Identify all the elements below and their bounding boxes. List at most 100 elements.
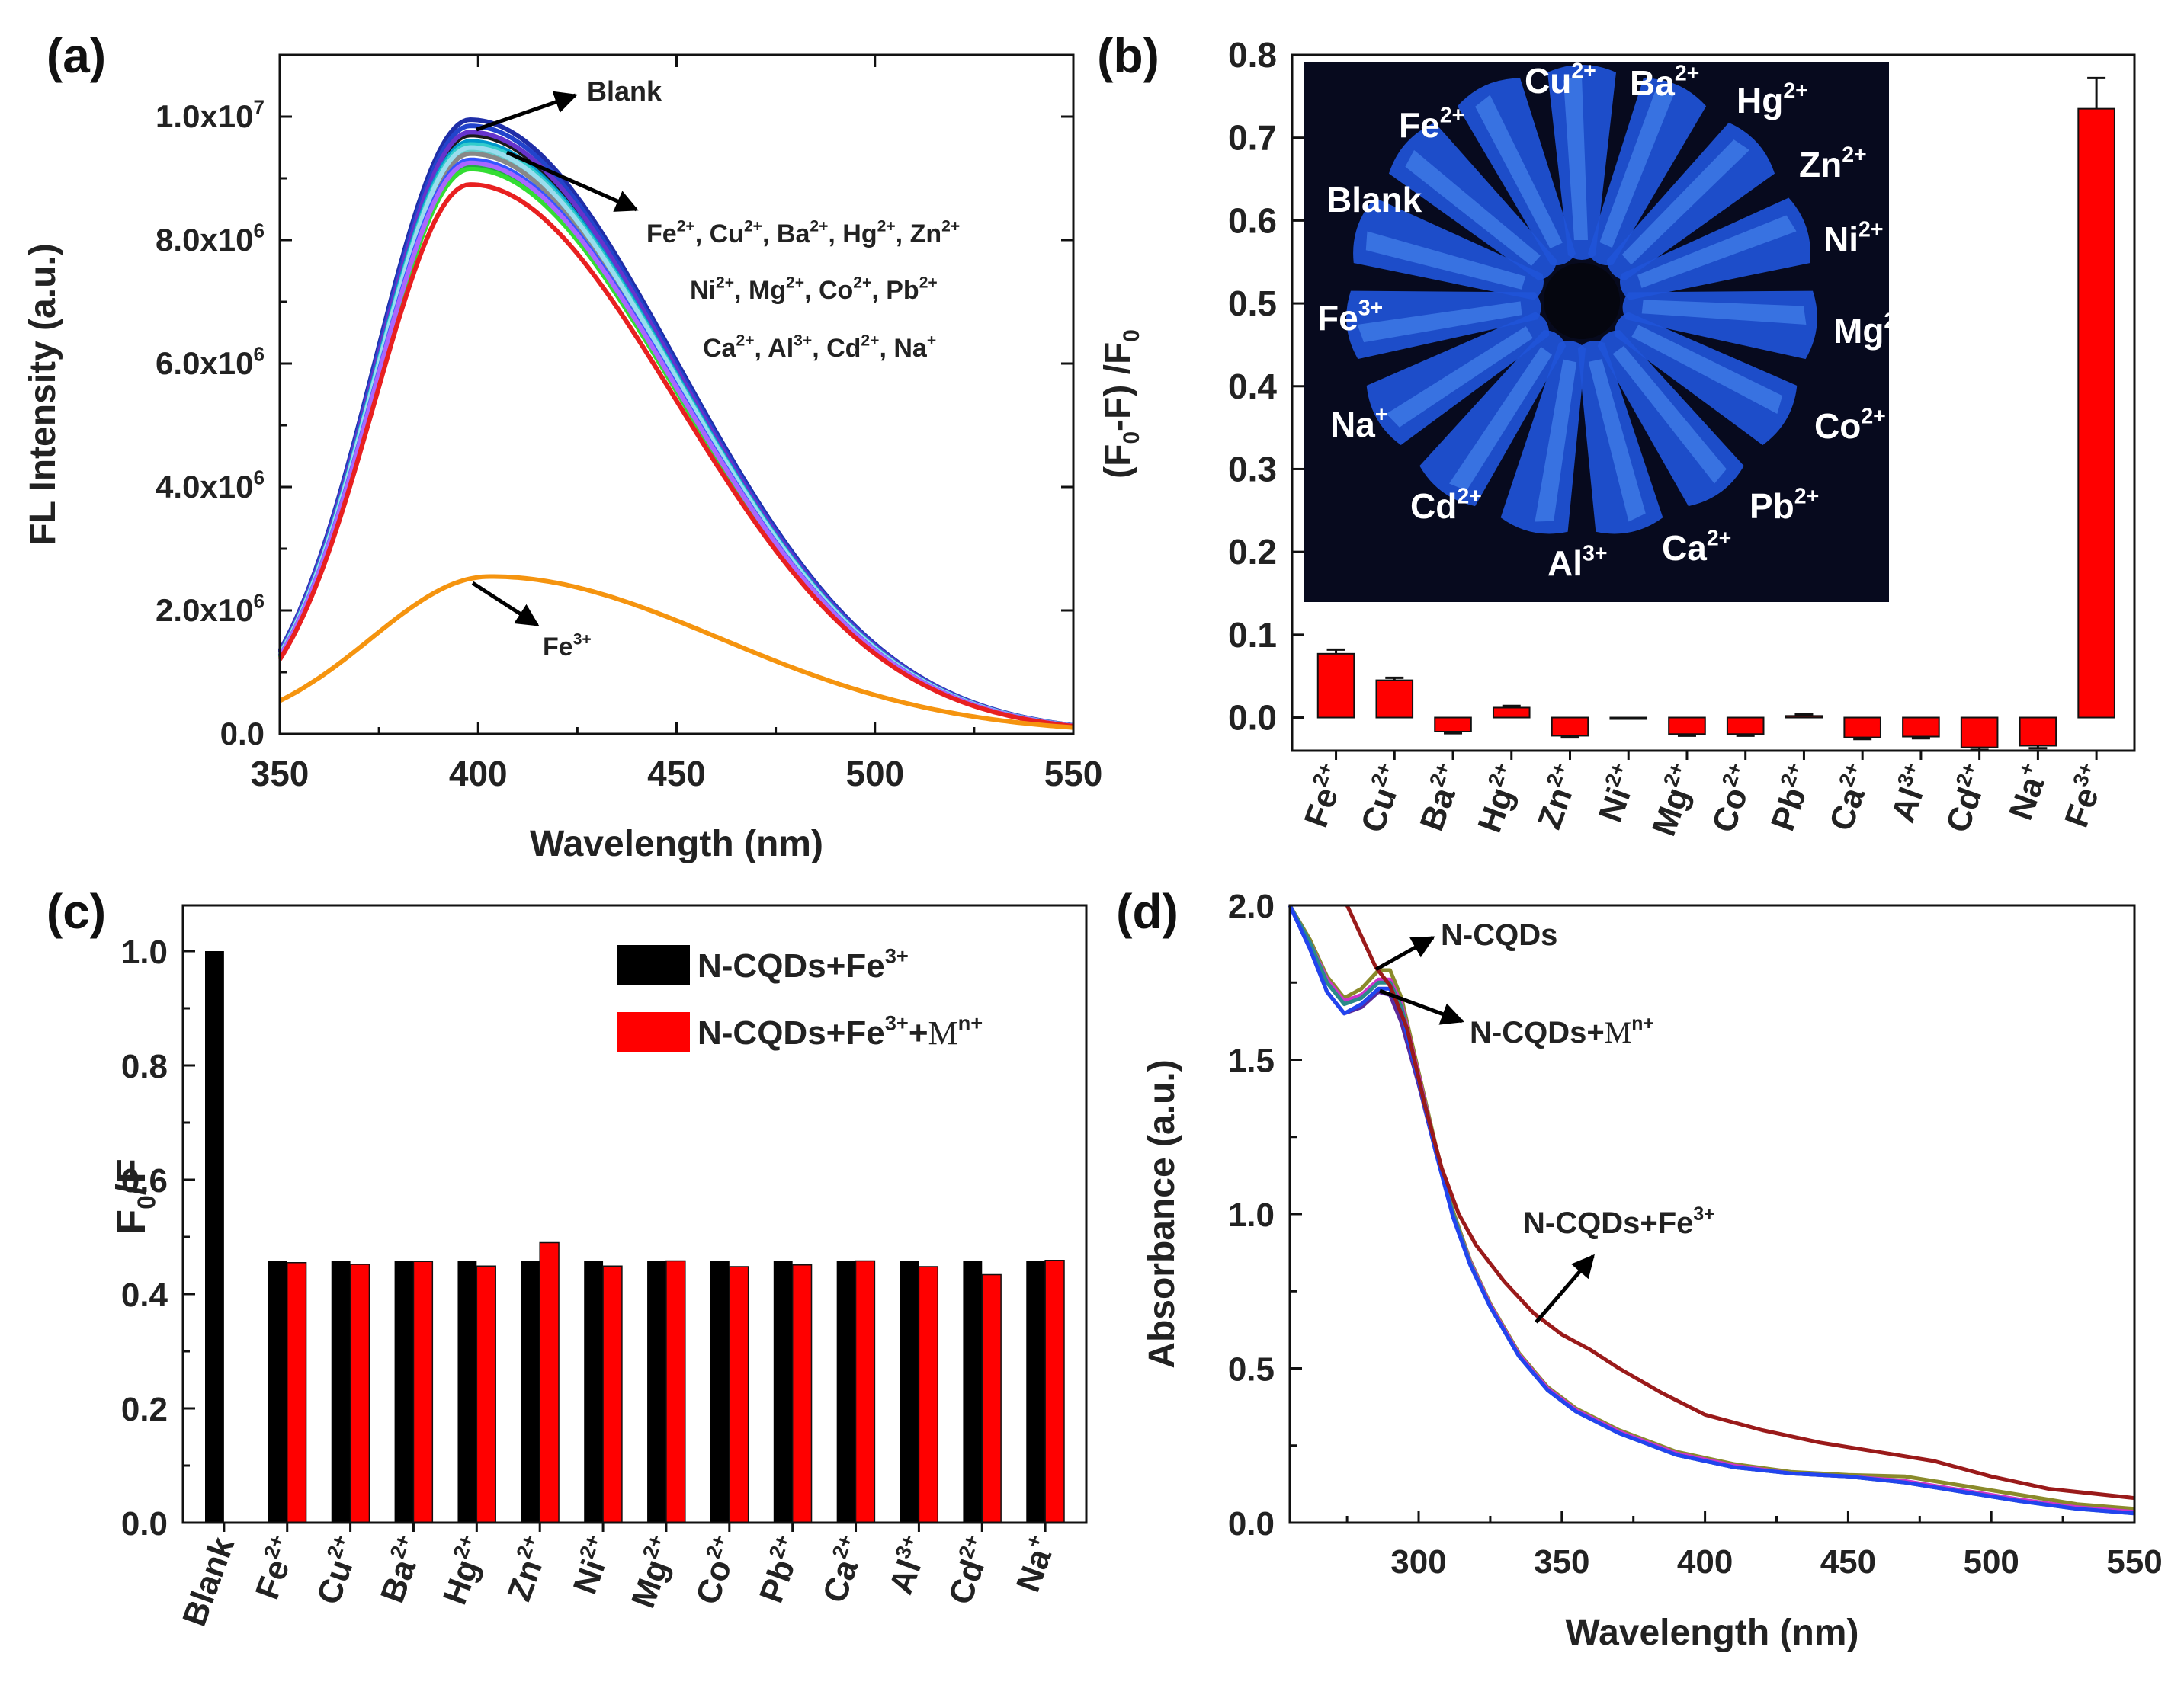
- bar-black: [773, 1261, 793, 1523]
- inset-label: Co2+: [1814, 405, 1886, 446]
- x-axis-label: Wavelength (nm): [530, 824, 823, 864]
- vial-highlight: [1641, 300, 1807, 325]
- x-tick-label: Fe2+: [245, 1531, 305, 1604]
- x-tick-label: Hg2+: [1467, 759, 1529, 838]
- x-tick-label: Al3+: [1881, 759, 1939, 827]
- axes-frame: [1291, 53, 2136, 752]
- bar-black: [394, 1261, 414, 1523]
- vial-body: [1419, 329, 1567, 507]
- panel-label-c: (c): [47, 884, 106, 939]
- vial-highlight: [1365, 231, 1526, 290]
- y-tick-label: 0.0: [1228, 698, 1277, 738]
- y-tick-label: 8.0x106: [156, 219, 265, 258]
- x-axis-label: Wavelength (nm): [1566, 1613, 1859, 1653]
- absorbance-curve: [1288, 905, 2134, 1516]
- y-tick-label: 0.4: [1228, 367, 1277, 406]
- x-tick-label: 500: [1963, 1543, 2019, 1581]
- x-tick-label: Ca2+: [813, 1531, 874, 1607]
- bar-red: [349, 1264, 370, 1523]
- x-tick-label: 450: [647, 754, 706, 793]
- bar-red: [286, 1262, 307, 1523]
- y-tick-label: 1.5: [1228, 1043, 1275, 1080]
- annotation-ncqds-m: N-CQDs+Mn+: [1470, 1014, 1654, 1049]
- vial-body: [1620, 197, 1810, 300]
- legend-label: N-CQDs+Fe3++Mn+: [698, 1011, 983, 1052]
- vial-highlight: [1535, 359, 1577, 522]
- bar-pb2+: [1785, 715, 1823, 719]
- absorbance-curve: [1345, 905, 2134, 1501]
- x-tick-label: Zn2+: [1528, 759, 1588, 834]
- inset-label: Cu2+: [1525, 59, 1596, 101]
- x-tick-label: Mg2+: [621, 1531, 685, 1613]
- arrow-fe3: [471, 581, 540, 627]
- inset-label: Fe2+: [1399, 104, 1464, 145]
- vial: [1547, 65, 1616, 260]
- inset-label: Zn2+: [1799, 143, 1867, 184]
- vial-body: [1614, 312, 1798, 445]
- bar-red: [918, 1266, 939, 1523]
- y-tick-label: 0.2: [121, 1391, 168, 1428]
- vial: [1606, 122, 1775, 281]
- vial: [1620, 197, 1810, 300]
- bar-red: [476, 1265, 496, 1523]
- inset-label: Blank: [1326, 180, 1422, 219]
- y-tick-label: 1.0: [1228, 1197, 1275, 1234]
- bar-na+: [2019, 716, 2057, 747]
- bar-hg2+: [1492, 706, 1531, 719]
- vial-body: [1346, 290, 1541, 360]
- x-tick-label: Ba2+: [370, 1531, 431, 1607]
- bar-red: [665, 1260, 686, 1523]
- y-tick-label: 0.2: [1228, 532, 1277, 572]
- y-tick-label: 0.8: [1228, 35, 1277, 75]
- y-tick-label: 0.5: [1228, 284, 1277, 323]
- vial: [1577, 341, 1663, 534]
- y-tick-label: 2.0x106: [156, 589, 265, 628]
- vial: [1346, 290, 1541, 360]
- y-tick-label: 1.0x107: [156, 95, 265, 134]
- vial-body: [1547, 65, 1616, 260]
- y-tick-label: 2.0: [1228, 888, 1275, 925]
- bar-cu2+: [1375, 679, 1414, 719]
- bar-black: [584, 1261, 604, 1523]
- y-tick-label: 0.6: [121, 1162, 168, 1200]
- inset-label: Hg2+: [1737, 79, 1808, 120]
- vial: [1457, 78, 1576, 266]
- vial: [1388, 122, 1557, 281]
- inset-label: Ni2+: [1823, 218, 1884, 259]
- x-tick-label: Ni2+: [1589, 759, 1647, 827]
- x-tick-label: 350: [251, 754, 309, 793]
- bar-black: [710, 1261, 730, 1523]
- vial-body: [1366, 312, 1550, 445]
- series-curve: [278, 182, 1074, 729]
- arrow-blank: [476, 91, 578, 132]
- y-tick-label: 0.0: [220, 716, 265, 751]
- vial-highlight: [1475, 95, 1563, 248]
- y-tick-label: 6.0x106: [156, 342, 265, 381]
- y-tick-label: 0.3: [1228, 449, 1277, 489]
- vial: [1622, 290, 1817, 360]
- series-curve: [278, 123, 1074, 728]
- bar-red: [729, 1266, 749, 1523]
- vial-body: [1353, 197, 1544, 300]
- vial-body: [1587, 78, 1707, 266]
- x-tick-label: 400: [1677, 1543, 1733, 1581]
- x-tick-label: 550: [2106, 1543, 2162, 1581]
- vial-highlight: [1637, 215, 1797, 288]
- y-tick-label: 0.8: [121, 1048, 168, 1085]
- vial-body: [1606, 122, 1775, 281]
- bar-red: [539, 1241, 560, 1523]
- bar-black: [836, 1261, 856, 1523]
- bar-fe3+: [2077, 107, 2115, 719]
- annotation-blank: Blank: [587, 75, 662, 107]
- series-curve: [278, 163, 1074, 729]
- x-tick-label: Zn2+: [497, 1531, 557, 1606]
- arrow-ncqds-m: [1379, 988, 1464, 1025]
- inset-photo: Cu2+ Ba2+ Hg2+ Fe2+ Zn2+ Blank Ni2+ Fe3+ Mg2+ Na+…: [1304, 59, 1909, 602]
- vial-highlight: [1449, 347, 1553, 491]
- inset-label: Mg2+: [1833, 309, 1909, 351]
- bar-red: [1044, 1260, 1065, 1523]
- vial-highlight: [1405, 149, 1541, 266]
- y-tick-label: 0.0: [1228, 1505, 1275, 1543]
- legend-swatch: [617, 1012, 690, 1052]
